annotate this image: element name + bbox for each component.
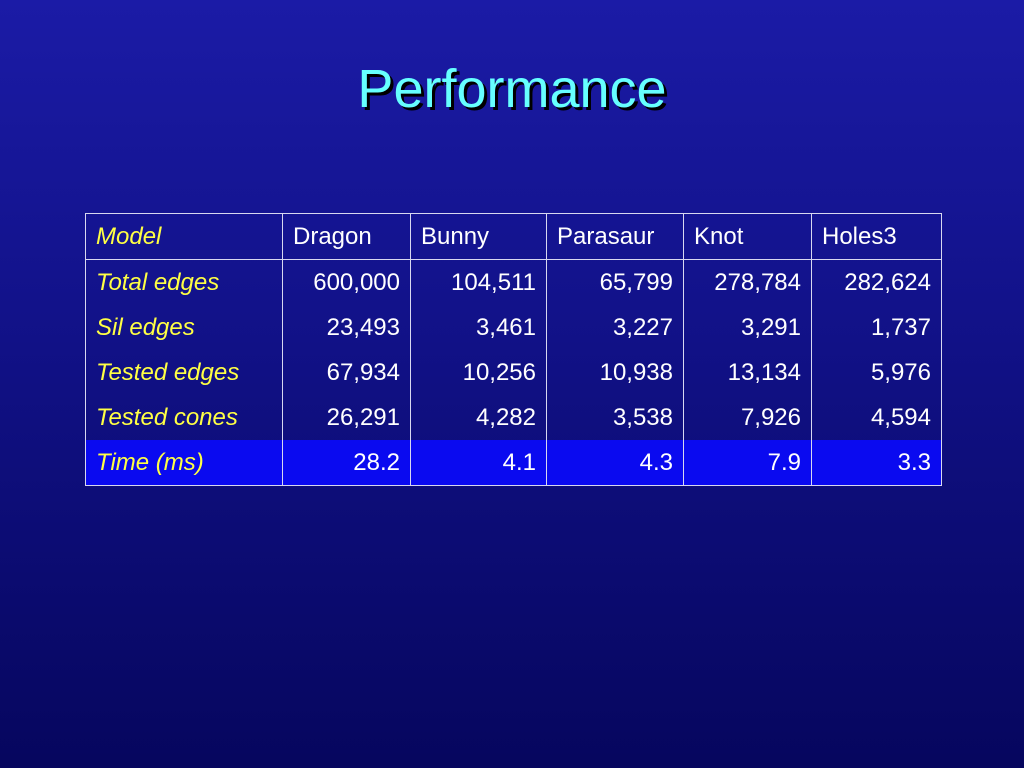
row-label: Tested cones: [85, 395, 283, 440]
table-row: Tested cones 26,291 4,282 3,538 7,926 4,594: [85, 395, 942, 440]
table-cell: 278,784: [683, 259, 812, 305]
table-cell: 10,938: [546, 350, 684, 395]
slide-title: Performance: [357, 59, 667, 119]
table-row: Tested edges 67,934 10,256 10,938 13,134 5,97…: [85, 350, 942, 395]
table-cell: 4,594: [811, 395, 942, 440]
row-label: Sil edges: [85, 305, 283, 350]
table-row: Sil edges 23,493 3,461 3,227 3,291 1,737: [85, 305, 942, 350]
table-cell: 65,799: [546, 259, 684, 305]
header-cell: Dragon: [282, 213, 411, 260]
performance-table: Model Dragon Bunny Parasaur Knot Holes3 Total …: [85, 213, 942, 486]
header-row: Model Dragon Bunny Parasaur Knot Holes3: [85, 213, 942, 260]
header-cell: Holes3: [811, 213, 942, 260]
table-cell: 3,291: [683, 305, 812, 350]
table-cell: 67,934: [282, 350, 411, 395]
table-cell: 13,134: [683, 350, 812, 395]
table-cell: 3,461: [410, 305, 547, 350]
table-cell: 104,511: [410, 259, 547, 305]
table-cell: 3,227: [546, 305, 684, 350]
header-cell: Model: [85, 213, 283, 260]
table-cell: 7,926: [683, 395, 812, 440]
row-label: Tested edges: [85, 350, 283, 395]
table-cell: 4.1: [410, 440, 547, 486]
table-cell: 4,282: [410, 395, 547, 440]
row-label: Time (ms): [85, 440, 283, 486]
table-cell: 4.3: [546, 440, 684, 486]
table-cell: 10,256: [410, 350, 547, 395]
table-cell: 5,976: [811, 350, 942, 395]
table-cell: 23,493: [282, 305, 411, 350]
table-cell: 1,737: [811, 305, 942, 350]
table-cell: 3,538: [546, 395, 684, 440]
table-cell: 26,291: [282, 395, 411, 440]
table-row: Time (ms) 28.2 4.1 4.3 7.9 3.3: [85, 440, 942, 486]
header-cell: Parasaur: [546, 213, 684, 260]
table-cell: 600,000: [282, 259, 411, 305]
table-cell: 28.2: [282, 440, 411, 486]
table-cell: 7.9: [683, 440, 812, 486]
table-row: Total edges 600,000 104,511 65,799 278,784 28…: [85, 259, 942, 305]
row-label: Total edges: [85, 259, 283, 305]
header-cell: Knot: [683, 213, 812, 260]
table-cell: 3.3: [811, 440, 942, 486]
header-cell: Bunny: [410, 213, 547, 260]
table-cell: 282,624: [811, 259, 942, 305]
